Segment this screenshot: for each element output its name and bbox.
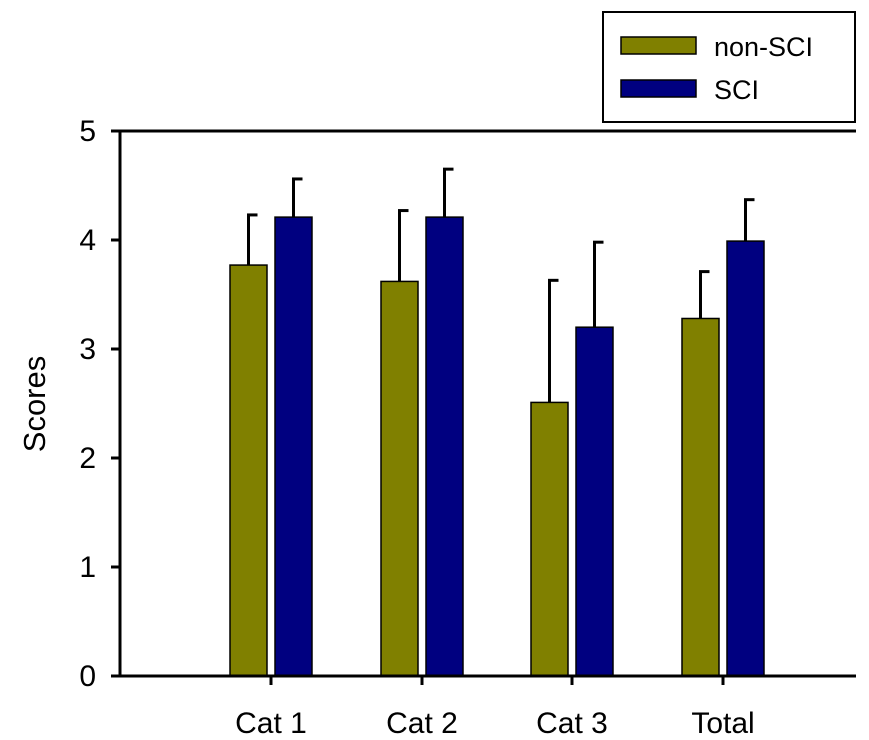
bar-non-sci-1 [229, 264, 268, 677]
bar-sci-2 [425, 216, 464, 677]
legend: non-SCI SCI [602, 11, 856, 123]
legend-label-non-sci: non-SCI [714, 32, 813, 62]
x-tick-label-total: Total [691, 707, 754, 740]
y-axis-title: Scores [17, 356, 52, 452]
bar-sci-1 [274, 216, 313, 677]
y-tick-label-3: 3 [79, 333, 96, 366]
y-tick-label-4: 4 [79, 224, 96, 257]
y-tick-label-5: 5 [79, 115, 96, 148]
y-tick-label-1: 1 [79, 551, 96, 584]
legend-swatch-sci [620, 79, 697, 98]
plot-area: 0 1 2 3 4 5 Cat 1 Cat 2 Cat 3 Total [79, 115, 856, 740]
bar-non-sci-3 [530, 401, 569, 677]
legend-label-sci: SCI [714, 75, 759, 105]
bar-sci-3 [575, 326, 614, 677]
y-tick-label-0: 0 [79, 660, 96, 693]
bar-sci-4 [726, 240, 765, 677]
bar-non-sci-2 [380, 280, 419, 677]
legend-frame [602, 11, 856, 123]
x-tick-label-cat-1: Cat 1 [235, 707, 307, 740]
x-tick-label-cat-2: Cat 2 [386, 707, 458, 740]
legend-swatch-non-sci [620, 36, 697, 55]
y-tick-label-2: 2 [79, 442, 96, 475]
bar-non-sci-4 [681, 317, 720, 677]
x-tick-label-cat-3: Cat 3 [536, 707, 608, 740]
